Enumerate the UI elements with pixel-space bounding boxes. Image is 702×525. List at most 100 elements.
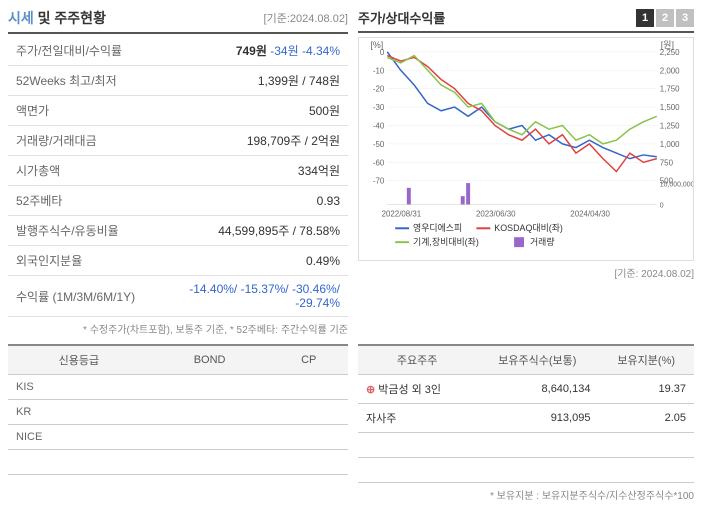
stock-value: -14.40%/ -15.37%/ -30.46%/ -29.74% [151,276,348,317]
stock-row: 52Weeks 최고/최저1,399원 / 748원 [8,66,348,96]
stock-label: 수익률 (1M/3M/6M/1Y) [8,276,151,317]
chart-header: 주가/상대수익률 1 2 3 [358,8,694,33]
sh-header-name: 주요주주 [358,345,476,375]
date-reference: [기준:2024.08.02] [264,10,348,26]
stock-label: 발행주식수/유동비율 [8,216,151,246]
stock-info-panel: 시세 및 주주현황 [기준:2024.08.02] 주가/전일대비/수익률749… [8,8,348,336]
chart-title: 주가/상대수익률 [358,8,445,27]
sh-name: ⊕박금성 외 3인 [358,375,476,404]
expand-icon[interactable]: ⊕ [366,384,375,396]
svg-text:1,250: 1,250 [660,121,680,130]
credit-rating-table: 신용등급 BOND CP KISKRNICE [8,344,348,475]
svg-text:-60: -60 [373,158,385,167]
shareholder-row: 자사주913,0952.05 [358,404,694,433]
stock-value: 198,709주 / 2억원 [151,126,348,156]
shareholder-footnote: * 보유지분 : 보유지분주식수/지수산정주식수*100 [358,487,694,502]
sh-header-shares: 보유주식수(보통) [476,345,598,375]
sh-shares: 8,640,134 [476,375,598,404]
svg-text:2,250: 2,250 [660,48,680,57]
title-accent: 시세 [8,10,34,26]
credit-header-cp: CP [270,345,348,375]
svg-text:2023/06/30: 2023/06/30 [476,209,516,218]
stock-value: 0.93 [151,186,348,216]
credit-row: NICE [8,425,348,450]
stock-label: 외국인지분율 [8,246,151,276]
stock-row: 거래량/거래대금198,709주 / 2억원 [8,126,348,156]
credit-panel: 신용등급 BOND CP KISKRNICE [8,344,348,502]
stock-row: 시가총액334억원 [8,156,348,186]
credit-cp [270,375,348,400]
stock-row: 수익률 (1M/3M/6M/1Y)-14.40%/ -15.37%/ -30.4… [8,276,348,317]
svg-text:1,500: 1,500 [660,103,680,112]
sh-pct: 2.05 [598,404,694,433]
stock-label: 52Weeks 최고/최저 [8,66,151,96]
svg-text:-50: -50 [373,140,385,149]
svg-text:10,000,000: 10,000,000 [660,182,693,189]
stock-value: 334억원 [151,156,348,186]
sh-pct [598,458,694,483]
credit-bond [150,425,270,450]
credit-bond [150,400,270,425]
title-rest: 및 주주현황 [34,10,106,26]
credit-name: KIS [8,375,150,400]
credit-cp [270,400,348,425]
sh-name: 자사주 [358,404,476,433]
sh-name [358,458,476,483]
svg-text:-10: -10 [373,66,385,75]
svg-text:거래량: 거래량 [530,236,555,247]
credit-name: NICE [8,425,150,450]
sh-name [358,433,476,458]
svg-text:-70: -70 [373,177,385,186]
stock-label: 주가/전일대비/수익률 [8,36,151,66]
chart-tabs: 1 2 3 [636,9,694,27]
sh-shares [476,433,598,458]
svg-text:KOSDAQ대비(좌): KOSDAQ대비(좌) [494,223,563,233]
stock-label: 시가총액 [8,156,151,186]
svg-text:영우디에스피: 영우디에스피 [413,223,462,233]
sh-pct [598,433,694,458]
tab-1[interactable]: 1 [636,9,654,27]
svg-text:기계,장비대비(좌): 기계,장비대비(좌) [413,236,479,247]
sh-shares: 913,095 [476,404,598,433]
svg-text:750: 750 [660,158,674,167]
section-header: 시세 및 주주현황 [기준:2024.08.02] [8,8,348,34]
stock-row: 발행주식수/유동비율44,599,895주 / 78.58% [8,216,348,246]
credit-row: KIS [8,375,348,400]
svg-text:-40: -40 [373,121,385,130]
sh-pct: 19.37 [598,375,694,404]
svg-text:2022/08/31: 2022/08/31 [382,209,422,218]
section-title: 시세 및 주주현황 [8,8,106,28]
credit-header-name: 신용등급 [8,345,150,375]
shareholder-row: ⊕박금성 외 3인8,640,13419.37 [358,375,694,404]
credit-name: KR [8,400,150,425]
svg-text:2024/04/30: 2024/04/30 [570,209,610,218]
stock-label: 액면가 [8,96,151,126]
stock-row: 52주베타0.93 [8,186,348,216]
stock-chart: [%][원]0-10-20-30-40-50-60-702,2502,0001,… [359,38,693,260]
stock-value: 1,399원 / 748원 [151,66,348,96]
svg-text:2,000: 2,000 [660,66,680,75]
stock-value: 500원 [151,96,348,126]
tab-3[interactable]: 3 [676,9,694,27]
svg-text:0: 0 [660,202,664,209]
svg-text:-30: -30 [373,103,385,112]
stock-label: 거래량/거래대금 [8,126,151,156]
chart-date-ref: [기준: 2024.08.02] [358,265,694,280]
credit-cp [270,425,348,450]
credit-row: KR [8,400,348,425]
stock-value: 0.49% [151,246,348,276]
credit-header-bond: BOND [150,345,270,375]
svg-text:1,000: 1,000 [660,140,680,149]
tab-2[interactable]: 2 [656,9,674,27]
stock-value: 44,599,895주 / 78.58% [151,216,348,246]
stock-row: 액면가500원 [8,96,348,126]
stock-row: 외국인지분율0.49% [8,246,348,276]
chart-panel: 주가/상대수익률 1 2 3 [%][원]0-10-20-30-40-50-60… [358,8,694,336]
sh-header-pct: 보유지분(%) [598,345,694,375]
svg-text:1,750: 1,750 [660,85,680,94]
shareholder-row [358,458,694,483]
shareholder-row [358,433,694,458]
chart-container: [%][원]0-10-20-30-40-50-60-702,2502,0001,… [358,37,694,261]
stock-label: 52주베타 [8,186,151,216]
svg-text:-20: -20 [373,85,385,94]
